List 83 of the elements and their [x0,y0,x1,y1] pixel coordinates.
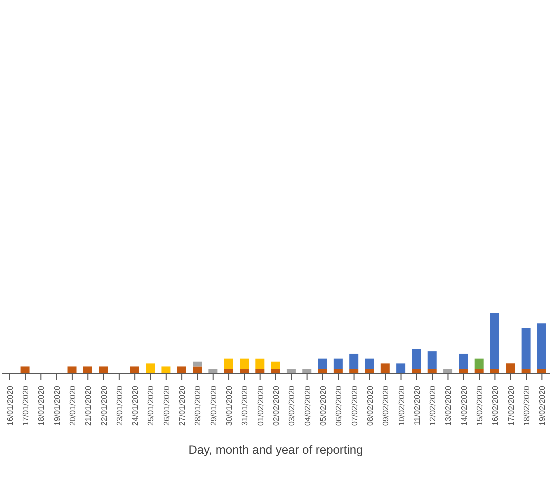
bar [193,362,202,367]
x-tick-label: 21/01/2020 [84,385,94,426]
bar [412,349,422,370]
x-tick-label: 22/01/2020 [100,385,109,426]
x-tick-label: 09/02/2020 [382,385,391,426]
x-tick-label: 13/02/2020 [444,385,454,426]
x-tick-label: 31/01/2020 [240,385,250,426]
bar [334,369,343,374]
bar [224,358,234,370]
bar [334,358,343,370]
bar [537,369,546,374]
bar [286,369,296,374]
x-tick-label: 18/02/2020 [522,385,532,426]
bar [428,369,437,374]
bar [474,369,484,374]
bar [256,358,265,370]
bar [490,369,500,374]
x-axis-title: Day, month and year of reporting [188,443,364,457]
x-tick-label: 29/01/2020 [209,385,218,426]
x-tick-label: 27/01/2020 [178,385,188,426]
x-tick-label: 06/02/2020 [334,385,344,426]
bar [459,354,468,370]
bar [256,369,265,374]
bar [365,358,374,370]
bar [522,328,531,370]
x-tick-label: 11/02/2020 [412,385,422,426]
x-tick-label: 14/02/2020 [460,385,469,426]
bar [162,366,171,374]
x-tick-label: 04/02/2020 [303,385,312,426]
x-tick-label: 17/02/2020 [506,385,516,426]
x-tick-label: 12/02/2020 [428,385,438,426]
x-tick-label: 10/02/2020 [397,385,406,426]
x-tick-label: 19/01/2020 [52,385,62,426]
bar [99,366,108,374]
bar [412,369,422,374]
x-tick-label: 24/01/2020 [131,385,140,426]
bar [506,364,516,374]
bar [193,366,202,374]
bar [318,369,328,374]
bar [444,369,453,374]
bar [177,366,186,374]
x-tick-label: 05/02/2020 [318,385,328,426]
x-tick-label: 26/01/2020 [162,385,172,426]
bar [83,366,92,374]
bar [302,369,312,374]
bar [224,369,234,374]
bar [130,366,140,374]
x-tick-label: 18/01/2020 [37,385,46,426]
bar [350,369,359,374]
x-tick-label: 28/01/2020 [194,385,203,426]
x-tick-label: 16/01/2020 [6,385,15,426]
x-tick-label: 15/02/2020 [476,385,485,426]
bar [240,369,249,374]
bar [20,366,30,374]
x-tick-label: 20/01/2020 [68,385,78,426]
bar [271,369,280,374]
bar [146,364,156,374]
x-tick-label: 25/01/2020 [146,385,156,426]
x-tick-label: 03/02/2020 [288,385,297,426]
x-tick-label: 17/01/2020 [21,385,30,426]
bar [350,354,359,370]
bar [490,313,500,370]
x-tick-label: 23/01/2020 [115,385,124,426]
x-tick-label: 30/01/2020 [225,385,234,426]
x-tick-label: 07/02/2020 [350,385,360,426]
bar [459,369,468,374]
bar [537,324,546,370]
bar [428,352,437,370]
bar [365,369,374,374]
x-tick-label: 16/02/2020 [491,385,500,426]
bar [208,369,218,374]
x-tick-label: 19/02/2020 [538,385,548,426]
x-tick-label: 08/02/2020 [366,385,375,426]
bar [380,364,390,374]
bar [240,358,249,370]
x-tick-label: 01/02/2020 [256,385,266,426]
bar [474,358,484,370]
x-tick-label: 02/02/2020 [272,385,281,426]
bar [271,362,280,370]
bar [318,358,328,370]
bar [396,364,406,374]
bar [68,366,77,374]
bar [522,369,531,374]
